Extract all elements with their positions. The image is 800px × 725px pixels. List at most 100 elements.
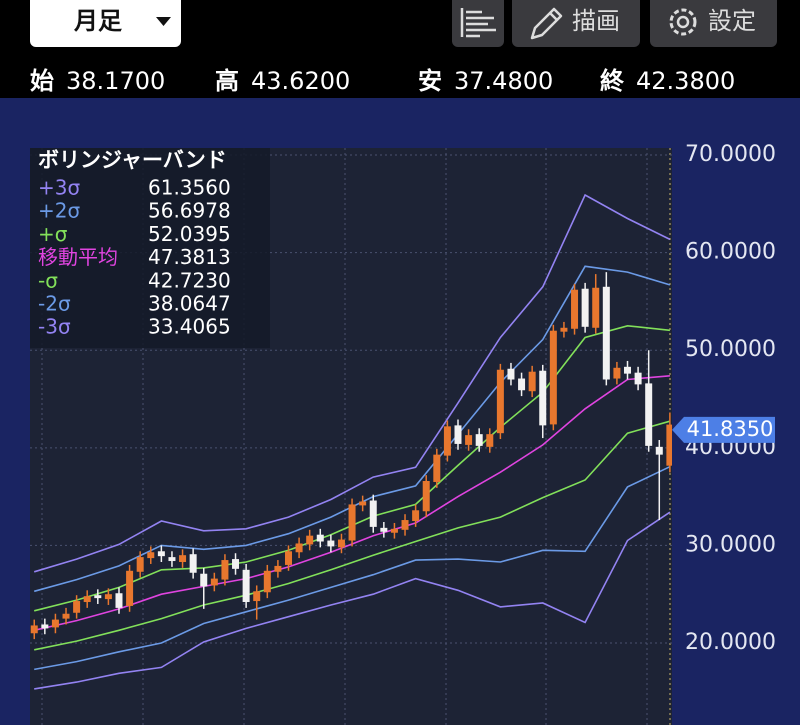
- draw-button[interactable]: 描画: [512, 0, 640, 47]
- candle-body: [433, 454, 441, 482]
- legend-value: 38.0647: [148, 292, 231, 316]
- candle-body: [496, 369, 504, 434]
- candle-body: [465, 435, 473, 445]
- period-dropdown[interactable]: 月足: [30, 0, 181, 47]
- legend-value: 61.3560: [148, 176, 231, 200]
- candle-body: [337, 539, 345, 548]
- candle-body: [634, 372, 642, 385]
- legend: ボリンジャーバンド +3σ 61.3560 +2σ 56.6978 +σ 52.0395 移…: [30, 148, 270, 348]
- y-tick-label: 20.0000: [685, 630, 776, 655]
- y-tick-label: 60.0000: [685, 240, 776, 265]
- legend-value: 56.6978: [148, 199, 231, 223]
- gear-hub: [676, 15, 690, 29]
- candle-body: [369, 500, 377, 527]
- candle-body: [62, 613, 70, 619]
- candle-body: [157, 551, 165, 557]
- candle-body: [232, 559, 240, 569]
- legend-name: -3σ: [38, 315, 71, 339]
- settings-label: 設定: [708, 7, 756, 35]
- legend-name: +2σ: [38, 199, 80, 223]
- legend-value: 52.0395: [148, 222, 231, 246]
- dropdown-bg: [30, 0, 181, 47]
- ohlc-value: 37.4800: [454, 67, 553, 95]
- plot: [30, 193, 672, 690]
- band-line: [34, 465, 671, 671]
- candle-body: [115, 593, 123, 608]
- candle-body: [348, 504, 356, 541]
- candle-body: [528, 371, 536, 392]
- candle-body: [507, 368, 515, 380]
- candle-body: [126, 570, 134, 606]
- candle-body: [539, 370, 547, 426]
- ohlc-label: 高: [215, 67, 239, 95]
- candle-body: [560, 327, 568, 332]
- y-tick-label: 50.0000: [685, 337, 776, 362]
- ohlc-value: 42.3800: [636, 67, 735, 95]
- candle-body: [41, 624, 49, 629]
- candle-body: [274, 565, 282, 572]
- ohlc-value: 38.1700: [66, 67, 165, 95]
- candle-body: [486, 434, 494, 447]
- candle-body: [253, 591, 261, 602]
- candle-body: [179, 555, 187, 563]
- candle-body: [316, 534, 324, 542]
- price-tag-label: 41.8350: [687, 417, 774, 441]
- band-line: [34, 511, 671, 690]
- legend-value: 42.7230: [148, 268, 231, 292]
- candle-body: [412, 510, 420, 522]
- ohlc-label: 安: [418, 67, 442, 95]
- gear-icon: [669, 8, 697, 36]
- candle-body: [221, 560, 229, 580]
- candle-body: [602, 286, 610, 380]
- settings-button[interactable]: 設定: [650, 0, 777, 47]
- band-line: [33, 193, 671, 573]
- candle-body: [83, 596, 91, 603]
- period-label: 月足: [73, 7, 122, 35]
- y-tick-label: 70.0000: [685, 142, 776, 167]
- candle-body: [136, 557, 144, 572]
- candle-body: [104, 594, 112, 600]
- candle-body: [73, 601, 81, 613]
- pencil-icon: [530, 7, 563, 40]
- candle-body: [443, 426, 451, 456]
- band-line: [34, 420, 671, 651]
- candle-body: [571, 289, 579, 329]
- candle-body: [475, 434, 483, 446]
- candle-body: [581, 288, 589, 327]
- legend-bg: [30, 148, 270, 348]
- candle-body: [94, 595, 102, 599]
- y-axis: 70.000060.000050.000040.000030.000020.00…: [672, 142, 776, 655]
- legend-value: 33.4065: [148, 315, 231, 339]
- legend-value: 47.3813: [148, 245, 231, 269]
- candle-body: [518, 378, 526, 391]
- candle-body: [147, 552, 155, 559]
- candle-body: [655, 446, 663, 455]
- legend-title: ボリンジャーバンド: [38, 148, 227, 172]
- legend-name: +σ: [38, 222, 68, 246]
- candle-body: [242, 569, 250, 603]
- dropdown-arrow: [156, 17, 171, 26]
- candle-body: [401, 520, 409, 530]
- ohlc-label: 始: [30, 67, 54, 95]
- ohlc-label: 終: [600, 67, 625, 95]
- candle-body: [168, 557, 176, 562]
- ohlc-row: 始 38.1700 高 43.6200 安 37.4800 終 42.3800: [30, 67, 735, 95]
- candle-body: [284, 551, 292, 565]
- candle-body: [390, 528, 398, 533]
- legend-name: -σ: [38, 268, 58, 292]
- legend-name: -2σ: [38, 292, 71, 316]
- candle-body: [454, 425, 462, 444]
- indicator-button[interactable]: [452, 0, 504, 47]
- candle-body: [263, 570, 271, 593]
- candle-body: [645, 383, 653, 446]
- draw-label: 描画: [572, 7, 620, 35]
- candle-body: [666, 424, 672, 466]
- candle-body: [306, 535, 314, 545]
- price-tag: [672, 416, 775, 443]
- candle-body: [30, 625, 38, 634]
- candle-body: [422, 481, 430, 512]
- candle-body: [51, 619, 59, 628]
- legend-name: 移動平均: [38, 245, 118, 269]
